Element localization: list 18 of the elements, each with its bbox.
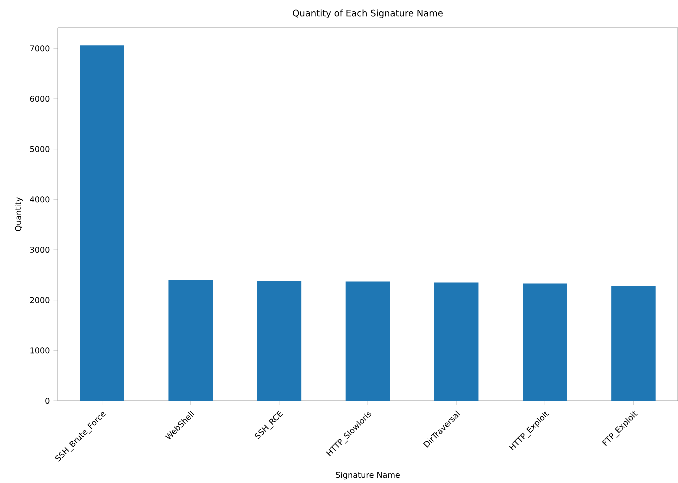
- bar: [346, 282, 390, 401]
- bar: [80, 46, 124, 401]
- y-tick-label: 6000: [30, 96, 50, 102]
- bar: [168, 280, 213, 401]
- bar: [257, 281, 302, 401]
- y-axis-title: Quantity: [15, 197, 23, 232]
- y-tick-label: 0: [46, 398, 50, 404]
- bar: [434, 282, 479, 401]
- y-tick-label: 1000: [30, 348, 50, 354]
- y-tick-label: 7000: [30, 46, 50, 52]
- y-tick-label: 3000: [30, 246, 50, 254]
- y-tick-label: 2000: [30, 297, 50, 304]
- bar: [612, 286, 656, 401]
- bar: [523, 284, 568, 401]
- y-tick-label: 5000: [30, 146, 50, 152]
- y-tick-label: 4000: [30, 196, 50, 203]
- chart-title: Quantity of Each Signature Name: [293, 10, 443, 18]
- x-axis-title: Signature Name: [336, 472, 400, 480]
